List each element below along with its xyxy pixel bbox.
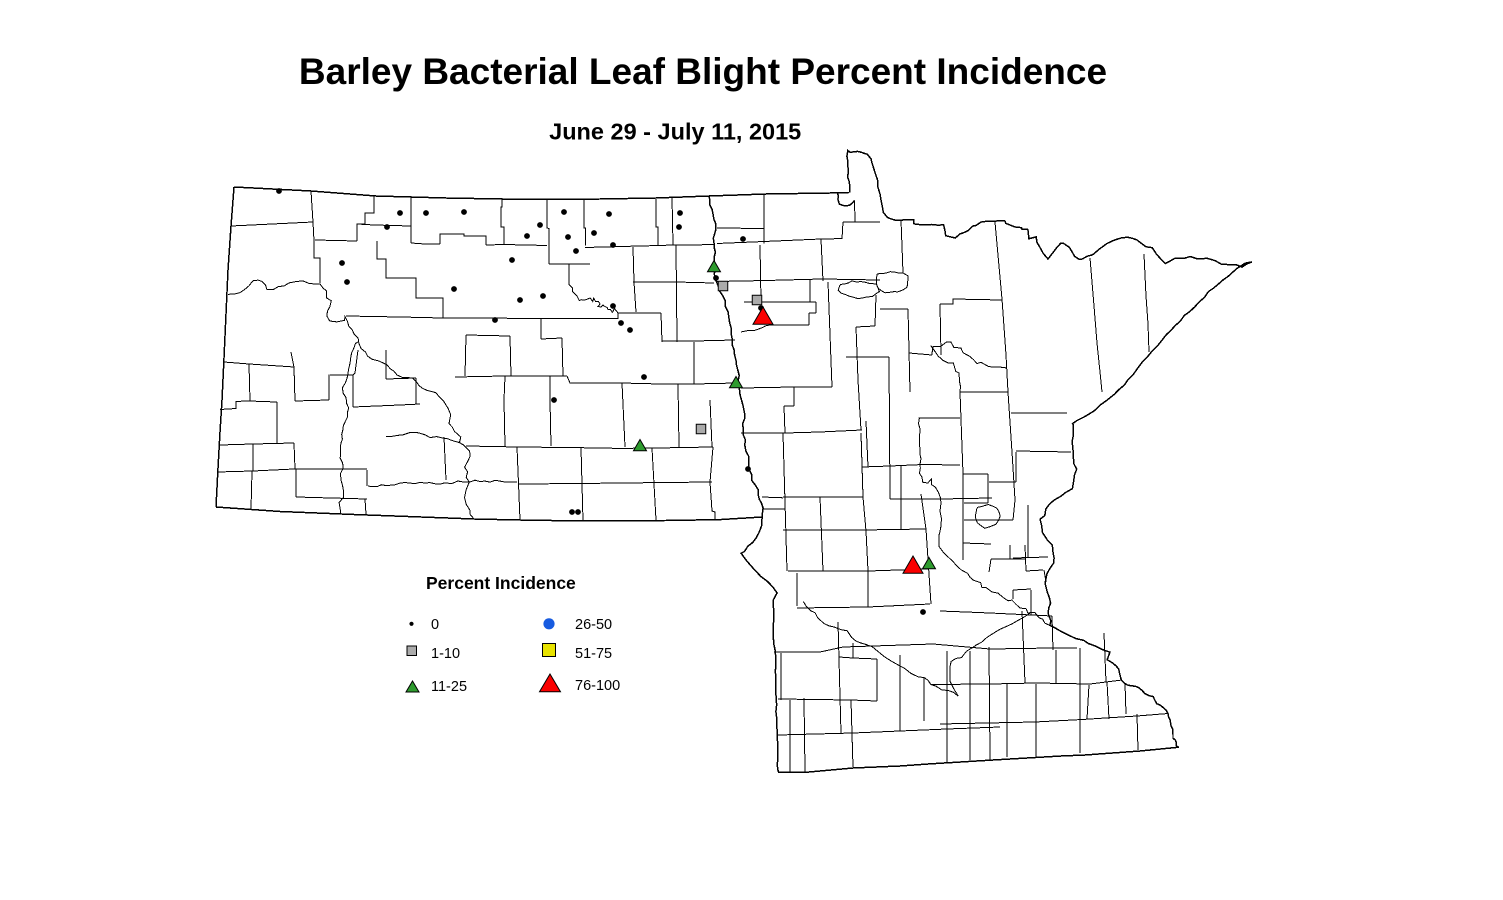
svg-text:Barley Bacterial Leaf Blight P: Barley Bacterial Leaf Blight Percent Inc… <box>299 51 1107 92</box>
svg-text:0: 0 <box>431 617 439 633</box>
svg-text:11-25: 11-25 <box>431 679 467 695</box>
svg-text:76-100: 76-100 <box>575 678 620 694</box>
svg-text:June 29 - July 11, 2015: June 29 - July 11, 2015 <box>549 119 801 145</box>
svg-text:Percent Incidence: Percent Incidence <box>426 573 576 593</box>
svg-text:1-10: 1-10 <box>431 646 460 662</box>
svg-text:51-75: 51-75 <box>575 646 612 662</box>
svg-text:26-50: 26-50 <box>575 617 612 633</box>
